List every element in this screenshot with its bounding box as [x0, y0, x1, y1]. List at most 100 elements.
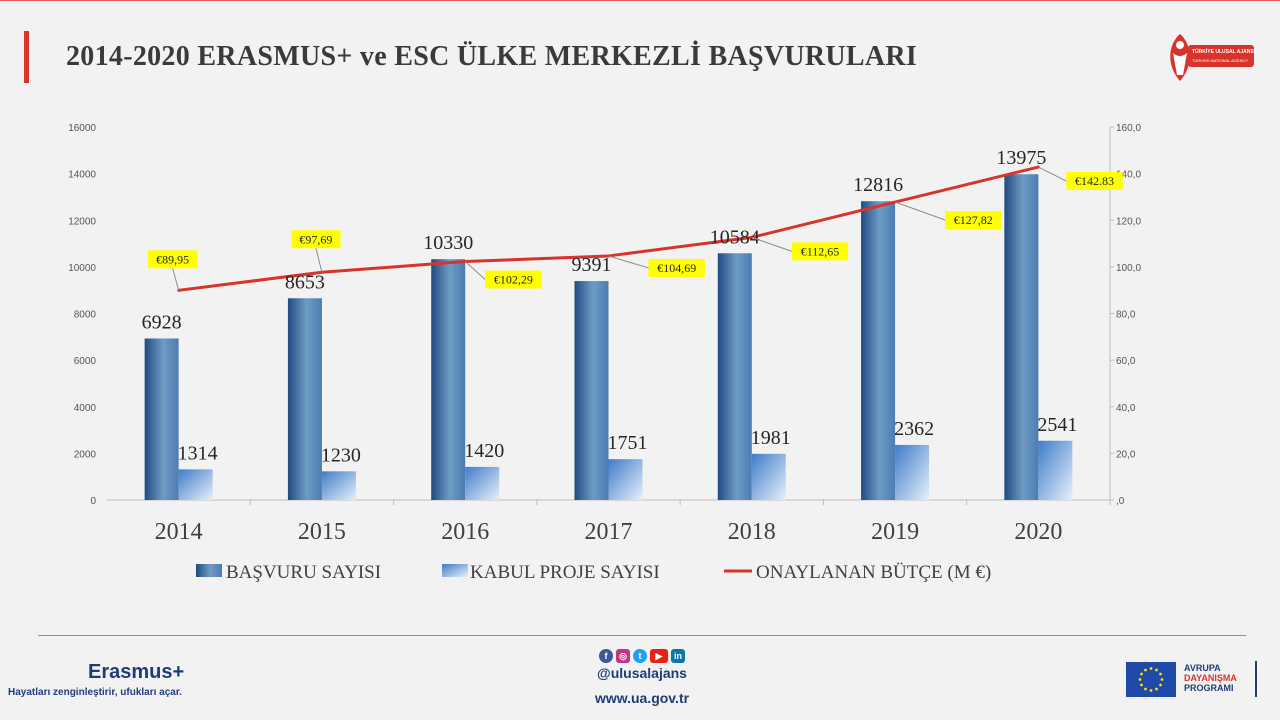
- erasmus-brand: Erasmus+: [88, 661, 185, 683]
- bar-basvuru-sayisi: [144, 338, 179, 500]
- logo-plate: [1188, 45, 1254, 67]
- linkedin-icon[interactable]: in: [671, 649, 685, 663]
- data-label-basvuru: 10330: [423, 232, 473, 254]
- twitter-icon[interactable]: t: [633, 649, 647, 663]
- website-link[interactable]: www.ua.gov.tr: [594, 690, 690, 706]
- eu-star: [1144, 668, 1147, 672]
- y-right-tick-label: 140,0: [1116, 170, 1141, 181]
- logo-figure: [1173, 53, 1187, 75]
- data-label-butce: €89,95: [156, 252, 189, 266]
- bar-basvuru-sayisi: [861, 201, 896, 501]
- eu-star: [1140, 683, 1143, 687]
- legend-swatch-basvuru: [196, 564, 222, 577]
- logo-line-1: TÜRKİYE ULUSAL AJANSI: [1192, 48, 1256, 55]
- social-block: f ◎ t ▶ in @ulusalajans www.ua.gov.tr: [590, 649, 694, 706]
- y-left-tick-label: 0: [90, 496, 96, 507]
- bar-basvuru-sayisi: [1004, 174, 1039, 500]
- callout-box: [945, 211, 1002, 230]
- y-right-tick-label: 100,0: [1116, 263, 1141, 274]
- data-label-basvuru: 12816: [853, 174, 903, 196]
- eu-flag-icon: [1126, 662, 1176, 697]
- x-tick-label: 2018: [728, 519, 776, 545]
- eu-star: [1138, 678, 1142, 681]
- data-label-butce: €104,69: [657, 261, 696, 275]
- eu-star: [1149, 667, 1153, 670]
- x-tick-label: 2016: [441, 519, 489, 545]
- erasmus-logo: Erasmus+ Hayatları zenginleştirir, ufukl…: [8, 661, 185, 698]
- legend-label-butce: ONAYLANAN BÜTÇE (M €): [756, 562, 991, 583]
- eu-line-1: AVRUPA: [1184, 663, 1221, 673]
- eu-star: [1159, 683, 1162, 687]
- data-label-butce: €112,65: [801, 244, 840, 258]
- data-label-basvuru: 10584: [710, 226, 760, 248]
- y-left-tick-label: 2000: [74, 449, 97, 460]
- callout-box: [1066, 172, 1123, 191]
- callout-box: [791, 242, 849, 261]
- y-right-tick-label: ,0: [1116, 496, 1125, 507]
- data-label-kabul: 1230: [321, 444, 361, 466]
- data-label-butce: €97,69: [299, 232, 332, 246]
- bar-kabul-proje-sayisi: [751, 453, 786, 500]
- eu-star: [1159, 672, 1162, 676]
- logo-head: [1176, 41, 1184, 49]
- x-tick-label: 2020: [1014, 519, 1062, 545]
- erasmus-tagline: Hayatları zenginleştirir, ufukları açar.: [8, 687, 182, 698]
- eu-logo-separator: [1255, 661, 1257, 697]
- y-left-tick-label: 14000: [68, 170, 96, 181]
- page-title: 2014-2020 ERASMUS+ ve ESC ÜLKE MERKEZLİ …: [66, 41, 918, 72]
- callout-box: [291, 230, 341, 249]
- facebook-icon[interactable]: f: [599, 649, 613, 663]
- y-left-tick-label: 16000: [68, 123, 96, 134]
- y-left-tick-label: 8000: [74, 310, 97, 321]
- legend-swatch-kabul: [442, 564, 468, 577]
- callout-leader: [172, 268, 180, 291]
- y-right-tick-label: 60,0: [1116, 356, 1136, 367]
- callout-leader: [315, 248, 323, 273]
- instagram-icon[interactable]: ◎: [616, 649, 630, 663]
- european-solidarity-programme-logo: AVRUPA DAYANIŞMA PROGRAMI: [1184, 663, 1237, 693]
- data-label-kabul: 2541: [1037, 414, 1077, 436]
- bar-basvuru-sayisi: [287, 298, 322, 500]
- y-right-tick-label: 80,0: [1116, 310, 1136, 321]
- eu-star: [1155, 687, 1158, 691]
- data-label-basvuru: 6928: [142, 311, 182, 333]
- y-left-tick-label: 6000: [74, 356, 97, 367]
- x-tick-label: 2015: [298, 519, 346, 545]
- data-label-kabul: 1420: [464, 440, 504, 462]
- eu-line-3: PROGRAMI: [1184, 683, 1234, 693]
- y-left-tick-label: 4000: [74, 403, 97, 414]
- footer-divider: [38, 635, 1246, 636]
- data-label-butce: €102,29: [494, 273, 533, 287]
- bar-kabul-proje-sayisi: [1038, 440, 1073, 500]
- youtube-icon[interactable]: ▶: [650, 649, 668, 663]
- data-label-kabul: 2362: [894, 418, 934, 440]
- eu-star: [1144, 687, 1147, 691]
- bar-basvuru-sayisi: [431, 259, 466, 500]
- data-label-kabul: 1314: [178, 442, 218, 464]
- y-right-tick-label: 20,0: [1116, 449, 1136, 460]
- social-handle[interactable]: @ulusalajans: [597, 665, 687, 681]
- callout-box: [485, 270, 542, 289]
- title-accent-bar: [24, 31, 29, 83]
- data-label-kabul: 1751: [608, 432, 648, 454]
- bar-kabul-proje-sayisi: [465, 466, 500, 500]
- bar-kabul-proje-sayisi: [321, 471, 356, 500]
- legend-label-kabul: KABUL PROJE SAYISI: [470, 562, 660, 583]
- x-tick-label: 2017: [585, 519, 633, 545]
- social-icons: f ◎ t ▶ in: [590, 649, 694, 663]
- y-left-tick-label: 12000: [68, 216, 96, 227]
- bar-kabul-proje-sayisi: [895, 444, 930, 500]
- callout-leader: [894, 201, 946, 221]
- bar-kabul-proje-sayisi: [608, 459, 643, 500]
- bar-basvuru-sayisi: [717, 253, 752, 500]
- callout-leader: [608, 255, 649, 269]
- y-left-tick-label: 10000: [68, 263, 96, 274]
- callout-leader: [464, 261, 486, 280]
- bar-kabul-proje-sayisi: [178, 469, 213, 500]
- legend-label-basvuru: BAŞVURU SAYISI: [226, 562, 381, 583]
- turkish-national-agency-logo: TÜRKİYE ULUSAL AJANSI TURKISH NATIONAL A…: [1170, 34, 1256, 81]
- bar-basvuru-sayisi: [574, 281, 609, 500]
- callout-box: [648, 258, 705, 277]
